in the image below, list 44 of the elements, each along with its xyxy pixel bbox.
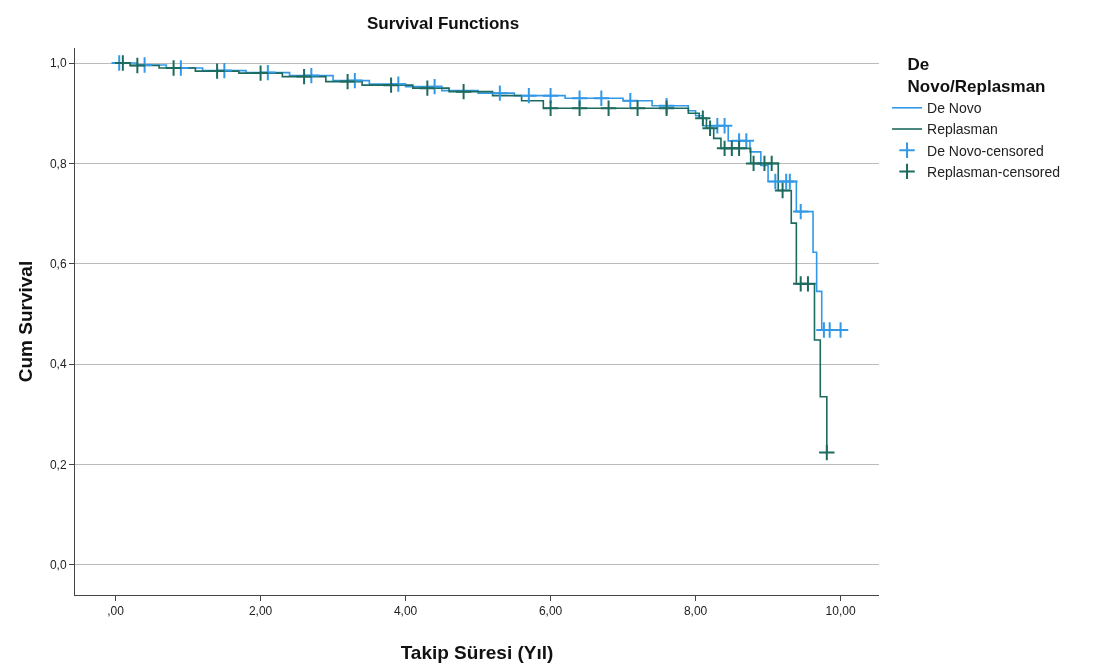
point <box>346 71 364 90</box>
point <box>164 59 183 77</box>
y-tick-label: 0,2 <box>49 457 67 472</box>
point <box>599 99 618 117</box>
legend-title: De Novo/Replasman <box>907 55 1046 97</box>
x-axis-title: Takip Süresi (Yıl) <box>400 642 554 664</box>
point <box>491 84 509 102</box>
point <box>763 154 781 173</box>
point <box>295 67 313 86</box>
point <box>418 79 437 97</box>
point <box>541 99 560 117</box>
x-tick-label: 6,00 <box>538 604 563 619</box>
chart-title: Survival Functions <box>367 13 520 33</box>
point <box>338 72 357 91</box>
point <box>208 62 226 80</box>
y-axis-title: Cum Survival <box>14 260 36 383</box>
point <box>454 82 473 101</box>
point <box>628 99 647 117</box>
y-tick-label: 0,6 <box>49 256 67 271</box>
x-tick-label: 2,00 <box>248 604 273 619</box>
point <box>773 181 792 200</box>
point <box>592 89 611 107</box>
point <box>128 56 147 75</box>
y-tick-label: 0,0 <box>49 558 67 573</box>
legend-label: De Novo-censored <box>927 142 1044 159</box>
point <box>382 76 400 94</box>
x-tick-label: 8,00 <box>683 604 708 619</box>
y-tick-label: 0,8 <box>49 156 67 171</box>
point <box>570 99 589 117</box>
point <box>818 443 836 462</box>
x-tick-label: 4,00 <box>393 604 418 619</box>
y-tick-label: 0,4 <box>49 357 67 372</box>
legend-label: Replasman <box>927 121 998 138</box>
x-tick-label: ,00 <box>107 604 125 619</box>
point <box>520 86 538 105</box>
x-tick-label: 10,00 <box>825 604 856 619</box>
legend-label: Replasman-censored <box>927 163 1061 180</box>
point <box>799 275 817 293</box>
point <box>621 91 640 110</box>
point <box>781 172 799 191</box>
point <box>792 202 810 221</box>
point <box>251 64 270 82</box>
legend-label: De Novo <box>927 100 982 117</box>
y-tick-label: 1,0 <box>49 56 67 71</box>
